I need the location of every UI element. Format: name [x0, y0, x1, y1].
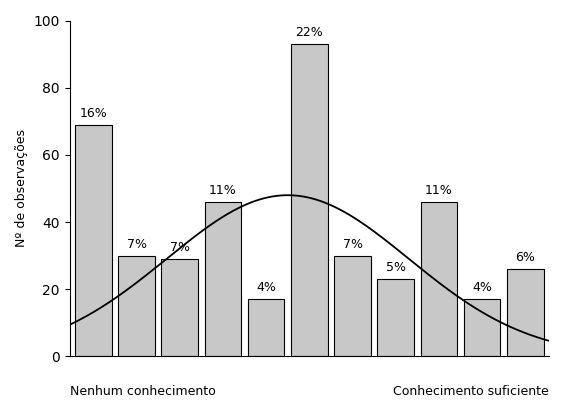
Bar: [248, 299, 284, 356]
Text: 11%: 11%: [209, 184, 237, 197]
Y-axis label: Nº de observações: Nº de observações: [15, 130, 28, 247]
Text: 7%: 7%: [170, 241, 190, 254]
Text: 22%: 22%: [296, 26, 323, 39]
Bar: [75, 125, 112, 356]
Text: 4%: 4%: [472, 281, 492, 294]
Bar: [507, 269, 544, 356]
Bar: [161, 259, 198, 356]
Text: 6%: 6%: [515, 251, 535, 264]
Text: Nenhum conhecimento: Nenhum conhecimento: [69, 385, 215, 399]
Text: Conhecimento suficiente: Conhecimento suficiente: [393, 385, 549, 399]
Bar: [334, 256, 371, 356]
Text: 16%: 16%: [80, 107, 107, 120]
Bar: [291, 44, 328, 356]
Bar: [464, 299, 500, 356]
Text: 7%: 7%: [126, 237, 147, 251]
Bar: [377, 279, 414, 356]
Text: 5%: 5%: [386, 261, 406, 274]
Bar: [118, 256, 155, 356]
Text: 7%: 7%: [342, 237, 363, 251]
Bar: [205, 202, 241, 356]
Text: 11%: 11%: [425, 184, 453, 197]
Bar: [421, 202, 457, 356]
Text: 4%: 4%: [256, 281, 276, 294]
